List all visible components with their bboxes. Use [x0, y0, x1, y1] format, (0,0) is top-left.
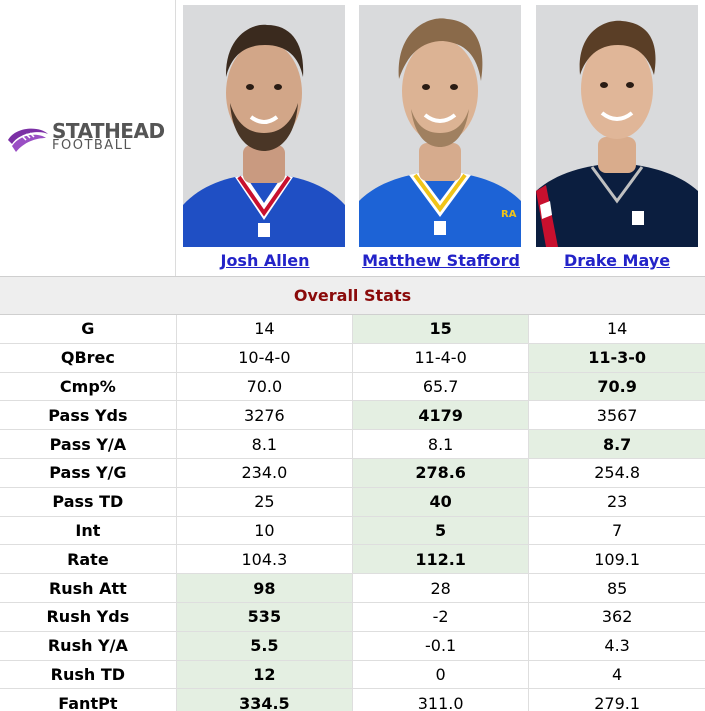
stat-row: Rush Yds 535 -2 362: [0, 602, 705, 632]
stat-row: QBrec 10-4-0 11-4-0 11-3-0: [0, 343, 705, 373]
stat-value: 254.8: [528, 458, 705, 488]
stat-value: 70.9: [528, 372, 705, 402]
stat-row: Pass Y/G 234.0 278.6 254.8: [0, 458, 705, 488]
stat-value: 234.0: [176, 458, 354, 488]
stat-value: 8.1: [352, 429, 530, 459]
stat-rows: G 14 15 14 QBrec 10-4-0 11-4-0 11-3-0 Cmp% 70.0 65…: [0, 314, 705, 711]
stat-value: 279.1: [528, 688, 705, 711]
stat-label: Rush Y/A: [0, 631, 177, 661]
stat-value: 15: [352, 314, 530, 344]
stat-value: 10: [176, 516, 354, 546]
stat-label: QBrec: [0, 343, 177, 373]
player-column-1: Josh Allen: [177, 0, 353, 276]
brand-sub: FOOTBALL: [52, 138, 133, 153]
stat-label: Pass Yds: [0, 400, 177, 431]
stat-value: 11-3-0: [528, 343, 705, 373]
stat-value: 65.7: [352, 372, 530, 402]
comparison-header: STATHEAD FOOTBALL Josh Allen: [0, 0, 705, 276]
stat-value: 3276: [176, 400, 354, 431]
stat-value: 109.1: [528, 544, 705, 575]
section-header-row: Overall Stats: [0, 276, 705, 315]
player-name-link[interactable]: Drake Maye: [563, 251, 671, 270]
stat-value: 0: [352, 660, 530, 690]
stat-value: 14: [176, 314, 354, 344]
stat-value: 70.0: [176, 372, 354, 402]
stat-value: 4.3: [528, 631, 705, 661]
stats-comparison-table: Overall Stats G 14 15 14 QBrec 10-4-0 11-4-0 11…: [0, 276, 705, 711]
player-name-link[interactable]: Matthew Stafford: [362, 251, 520, 270]
stat-row: Int 10 5 7: [0, 516, 705, 546]
player-photo: RA: [359, 5, 521, 247]
player-photo: [536, 5, 698, 247]
logo-cell: STATHEAD FOOTBALL: [0, 0, 176, 276]
stat-row: Cmp% 70.0 65.7 70.9: [0, 372, 705, 402]
stat-value: 25: [176, 487, 354, 517]
player-photo: [183, 5, 345, 247]
stat-value: 8.1: [176, 429, 354, 459]
stat-value: 28: [352, 573, 530, 603]
stat-label: Pass Y/G: [0, 458, 177, 488]
stat-row: Rush Y/A 5.5 -0.1 4.3: [0, 631, 705, 661]
stat-row: Rate 104.3 112.1 109.1: [0, 544, 705, 575]
stat-label: Rush Att: [0, 573, 177, 603]
stat-value: 11-4-0: [352, 343, 530, 373]
stat-label: FantPt: [0, 688, 177, 711]
stat-label: Pass TD: [0, 487, 177, 517]
svg-text:RA: RA: [501, 209, 517, 220]
stat-value: 104.3: [176, 544, 354, 575]
stat-row: Rush TD 12 0 4: [0, 660, 705, 690]
stat-value: 3567: [528, 400, 705, 431]
stat-value: 8.7: [528, 429, 705, 459]
section-title: Overall Stats: [0, 276, 705, 315]
stat-value: -2: [352, 602, 530, 632]
stat-value: 112.1: [352, 544, 530, 575]
stat-row: G 14 15 14: [0, 314, 705, 344]
stat-value: 4: [528, 660, 705, 690]
stathead-logo[interactable]: STATHEAD FOOTBALL: [6, 120, 172, 156]
stat-value: 535: [176, 602, 354, 632]
stat-value: 311.0: [352, 688, 530, 711]
stat-value: 14: [528, 314, 705, 344]
stat-value: 12: [176, 660, 354, 690]
player-column-2: RA Matthew Stafford: [353, 0, 529, 276]
stat-value: 4179: [352, 400, 530, 431]
player-name-link[interactable]: Josh Allen: [220, 251, 310, 270]
stat-label: Rush TD: [0, 660, 177, 690]
stat-value: 85: [528, 573, 705, 603]
stat-value: 40: [352, 487, 530, 517]
stat-value: 10-4-0: [176, 343, 354, 373]
stat-row: Pass TD 25 40 23: [0, 487, 705, 517]
stat-value: -0.1: [352, 631, 530, 661]
brand-name: STATHEAD: [52, 119, 165, 143]
stat-value: 278.6: [352, 458, 530, 488]
stat-row: Pass Y/A 8.1 8.1 8.7: [0, 429, 705, 459]
stat-label: Rate: [0, 544, 177, 575]
stat-value: 334.5: [176, 688, 354, 711]
stat-label: G: [0, 314, 177, 344]
stat-label: Rush Yds: [0, 602, 177, 632]
stat-value: 98: [176, 573, 354, 603]
stat-row: FantPt 334.5 311.0 279.1: [0, 688, 705, 711]
stat-value: 7: [528, 516, 705, 546]
stat-label: Pass Y/A: [0, 429, 177, 459]
football-swoosh-icon: [8, 128, 48, 152]
stat-row: Rush Att 98 28 85: [0, 573, 705, 603]
stat-value: 5.5: [176, 631, 354, 661]
stat-label: Cmp%: [0, 372, 177, 402]
stat-label: Int: [0, 516, 177, 546]
stat-value: 362: [528, 602, 705, 632]
stat-value: 23: [528, 487, 705, 517]
player-column-3: Drake Maye: [529, 0, 705, 276]
stat-value: 5: [352, 516, 530, 546]
stat-row: Pass Yds 3276 4179 3567: [0, 400, 705, 431]
